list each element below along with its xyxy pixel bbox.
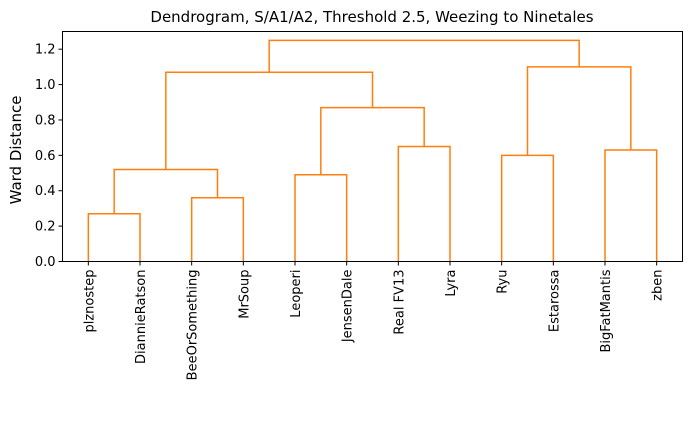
dendrogram-link xyxy=(397,145,451,262)
dendrogram-link xyxy=(190,197,245,262)
y-tick-label: 1.2 xyxy=(35,43,56,58)
y-axis-label: Ward Distance xyxy=(7,96,25,205)
y-tick-label: 0.0 xyxy=(35,255,56,270)
y-tick-label: 0.4 xyxy=(35,184,56,199)
y-tick-label: 0.2 xyxy=(35,220,56,235)
dendrogram-link xyxy=(87,212,141,262)
x-tick-label: Ryu xyxy=(496,270,511,294)
x-tick-label: plznostep xyxy=(82,270,97,333)
x-tick-label: Real FV13 xyxy=(392,270,407,335)
dendrogram-links xyxy=(87,39,658,262)
dendrogram-link xyxy=(526,66,632,156)
dendrogram-link xyxy=(294,174,348,262)
x-tick-label: BigFatMantis xyxy=(599,269,614,352)
y-tick-label: 1.0 xyxy=(35,78,56,93)
y-tick-label: 0.6 xyxy=(35,149,56,164)
y-tick-label: 0.8 xyxy=(35,113,56,128)
x-axis-ticks: plznostep DiannieRatson BeeOrSomething MrSo… xyxy=(82,261,666,381)
x-tick-label: DiannieRatson xyxy=(134,270,149,364)
x-tick-label: Lyra xyxy=(444,270,459,297)
x-tick-label: zben xyxy=(651,270,666,301)
dendrogram-link xyxy=(165,71,374,170)
dendrogram-link xyxy=(113,168,219,214)
chart-title: Dendrogram, S/A1/A2, Threshold 2.5, Weez… xyxy=(150,8,593,26)
plot-frame xyxy=(62,31,683,262)
dendrogram-link xyxy=(500,154,555,262)
dendrogram-link xyxy=(268,39,580,73)
x-tick-label: BeeOrSomething xyxy=(186,270,201,381)
x-tick-label: JensenDale xyxy=(341,270,356,344)
x-tick-label: Estarossa xyxy=(547,270,562,333)
dendrogram-link xyxy=(320,106,425,175)
dendrogram-link xyxy=(604,149,658,262)
x-tick-label: Leoperi xyxy=(289,270,304,318)
y-axis-ticks: 0.0 0.2 0.4 0.6 0.8 1.0 1.2 xyxy=(35,43,63,270)
x-tick-label: MrSoup xyxy=(237,270,252,319)
